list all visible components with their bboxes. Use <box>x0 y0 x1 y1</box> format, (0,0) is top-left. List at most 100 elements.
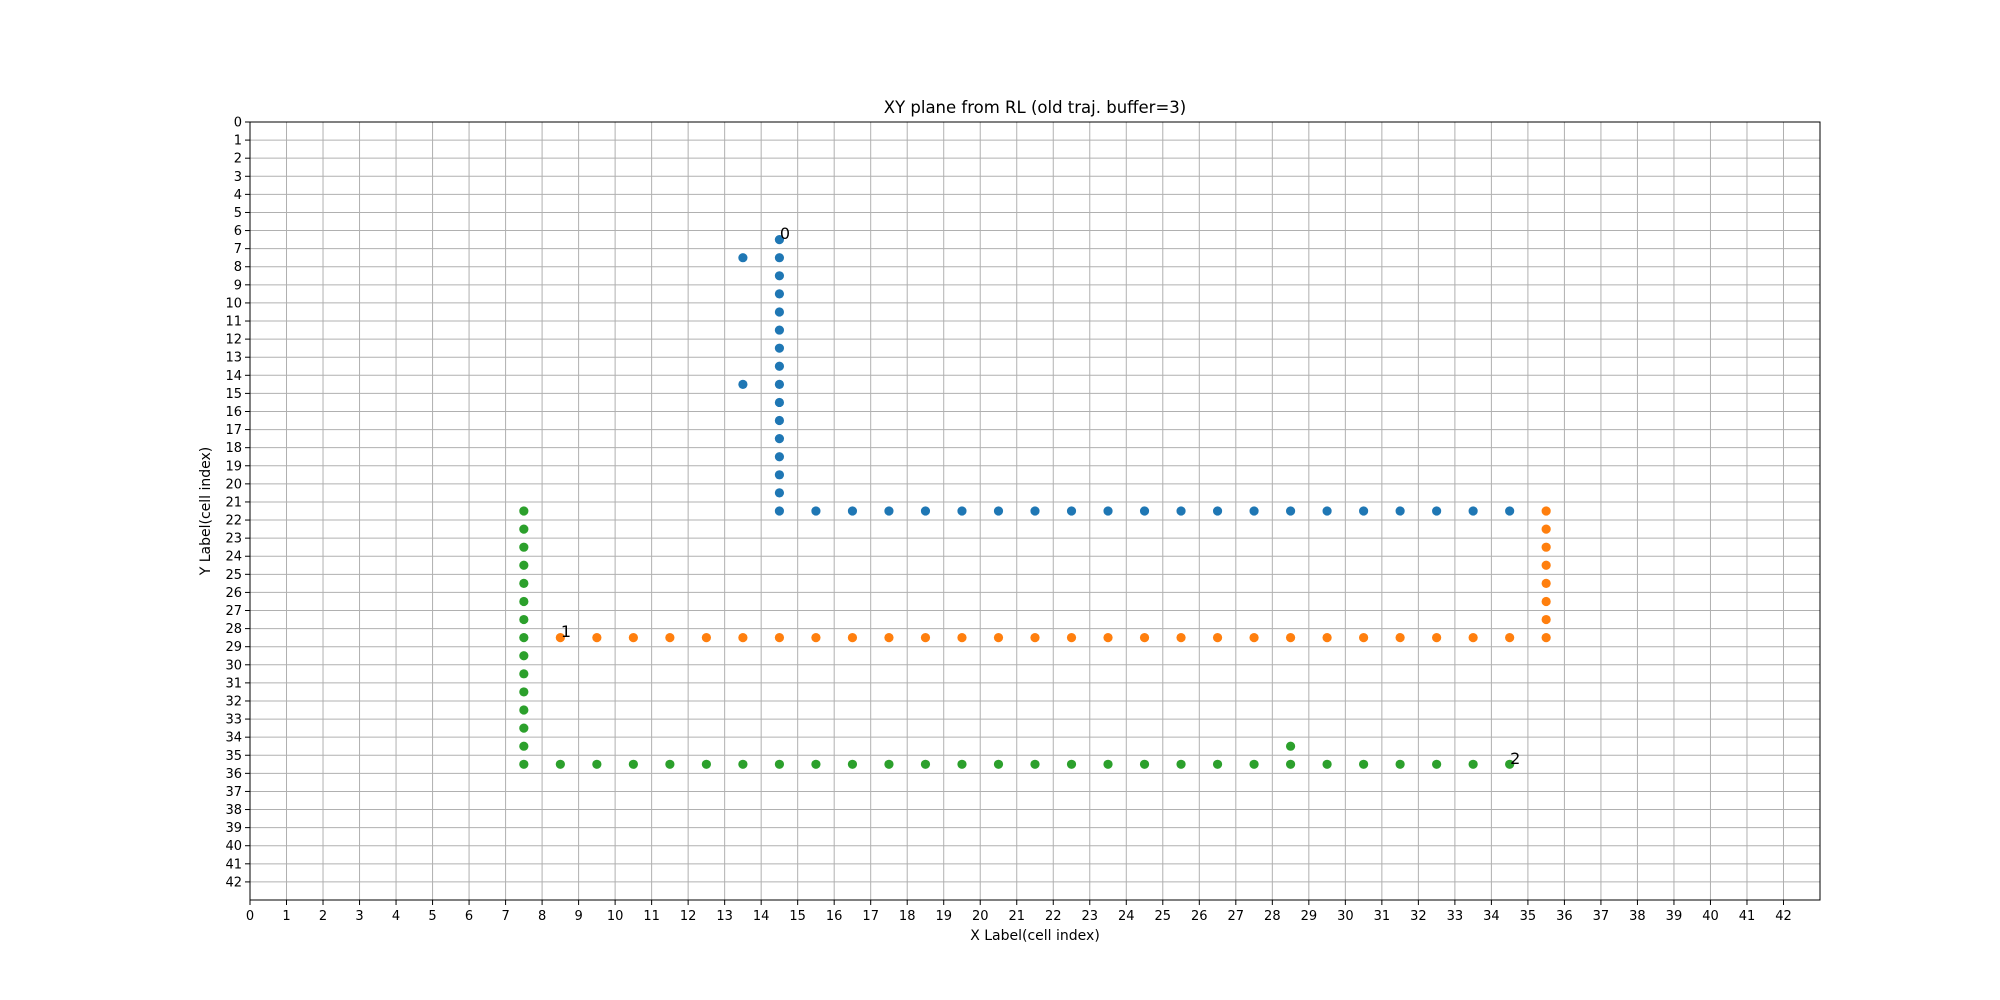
x-tick-label: 18 <box>899 909 916 924</box>
y-tick-label: 29 <box>225 640 242 655</box>
x-tick-label: 21 <box>1008 909 1025 924</box>
y-tick-label: 23 <box>225 532 242 547</box>
data-point <box>774 488 785 498</box>
x-tick-label: 27 <box>1228 909 1245 924</box>
data-point <box>1212 506 1223 516</box>
data-point <box>1359 633 1369 643</box>
point-annotation: 1 <box>561 622 571 641</box>
data-point <box>774 253 785 263</box>
x-tick-label: 24 <box>1118 909 1135 924</box>
y-tick-label: 9 <box>234 278 242 293</box>
y-tick-label: 42 <box>225 875 242 890</box>
data-point <box>701 759 711 769</box>
x-tick-label: 4 <box>392 909 400 924</box>
y-tick-label: 20 <box>225 477 242 492</box>
x-tick-label: 28 <box>1264 909 1281 924</box>
data-point <box>1432 506 1442 516</box>
data-point <box>628 759 638 769</box>
y-tick-label: 18 <box>225 441 242 456</box>
x-tick-label: 7 <box>501 909 509 924</box>
data-point <box>1176 633 1186 643</box>
y-tick-label: 6 <box>234 224 242 239</box>
data-point <box>1030 633 1040 643</box>
data-point <box>774 759 785 769</box>
data-point <box>811 506 821 516</box>
y-tick-label: 0 <box>234 116 242 131</box>
x-axis-ticks: 0 1 2 3 4 5 6 7 8 9 10 11 12 13 14 15 16 17 18 19 20 21 22 23 24… <box>246 900 1792 924</box>
x-tick-label: 38 <box>1629 909 1646 924</box>
data-point <box>1395 633 1405 643</box>
data-point <box>1030 506 1040 516</box>
data-point <box>1541 506 1551 516</box>
data-point <box>847 633 858 643</box>
data-point <box>1212 633 1223 643</box>
data-point <box>1541 614 1551 625</box>
y-tick-label: 15 <box>225 387 242 402</box>
x-tick-label: 5 <box>428 909 436 924</box>
y-tick-label: 19 <box>225 459 242 474</box>
x-tick-label: 36 <box>1556 909 1573 924</box>
x-tick-label: 22 <box>1045 909 1062 924</box>
y-tick-label: 30 <box>225 658 242 673</box>
y-tick-label: 38 <box>225 803 242 818</box>
data-point <box>1066 506 1077 516</box>
data-point <box>1285 759 1296 769</box>
data-point <box>519 633 529 643</box>
data-point <box>1432 633 1442 643</box>
y-tick-label: 11 <box>225 315 242 330</box>
y-tick-label: 8 <box>234 260 242 275</box>
data-point <box>1395 759 1405 769</box>
data-point <box>519 614 529 625</box>
y-tick-label: 39 <box>225 821 242 836</box>
x-tick-label: 39 <box>1666 909 1683 924</box>
y-tick-label: 16 <box>225 405 242 420</box>
x-tick-label: 2 <box>319 909 327 924</box>
data-point <box>519 705 529 715</box>
data-point <box>1468 759 1478 769</box>
y-tick-label: 5 <box>234 206 242 221</box>
data-point <box>884 633 894 643</box>
data-point <box>1139 759 1150 769</box>
x-tick-label: 14 <box>753 909 770 924</box>
data-point <box>738 759 748 769</box>
data-point <box>920 633 931 643</box>
x-tick-label: 33 <box>1447 909 1464 924</box>
data-point <box>1066 759 1077 769</box>
data-point <box>1176 759 1186 769</box>
point-annotation: 0 <box>780 224 790 243</box>
y-tick-label: 25 <box>225 568 242 583</box>
data-point <box>519 741 529 751</box>
data-point <box>774 633 785 643</box>
data-point <box>1468 633 1478 643</box>
series-0 <box>738 235 1515 516</box>
chart-title: XY plane from RL (old traj. buffer=3) <box>884 98 1186 117</box>
x-tick-label: 25 <box>1155 909 1172 924</box>
data-point <box>774 235 785 245</box>
data-point <box>1505 633 1515 643</box>
data-point <box>774 470 785 480</box>
y-tick-label: 7 <box>234 242 242 257</box>
data-point <box>774 271 785 281</box>
series-1 <box>555 506 1551 643</box>
data-point <box>665 633 675 643</box>
y-axis-ticks: 0123456789101112131415161718192021222324… <box>225 116 250 890</box>
y-tick-label: 28 <box>225 622 242 637</box>
data-point <box>957 633 967 643</box>
data-point <box>1395 506 1405 516</box>
x-tick-label: 12 <box>680 909 697 924</box>
data-point <box>1285 741 1296 751</box>
data-point <box>774 452 785 462</box>
grid <box>249 121 1820 900</box>
y-tick-label: 31 <box>225 676 242 691</box>
data-point <box>993 633 1004 643</box>
y-tick-label: 26 <box>225 586 242 601</box>
x-tick-label: 13 <box>716 909 733 924</box>
series-2 <box>519 506 1515 769</box>
data-point <box>884 506 894 516</box>
data-point <box>1541 596 1551 607</box>
x-axis-label: X Label(cell index) <box>970 928 1100 944</box>
y-tick-label: 32 <box>225 694 242 709</box>
data-point <box>519 723 529 733</box>
